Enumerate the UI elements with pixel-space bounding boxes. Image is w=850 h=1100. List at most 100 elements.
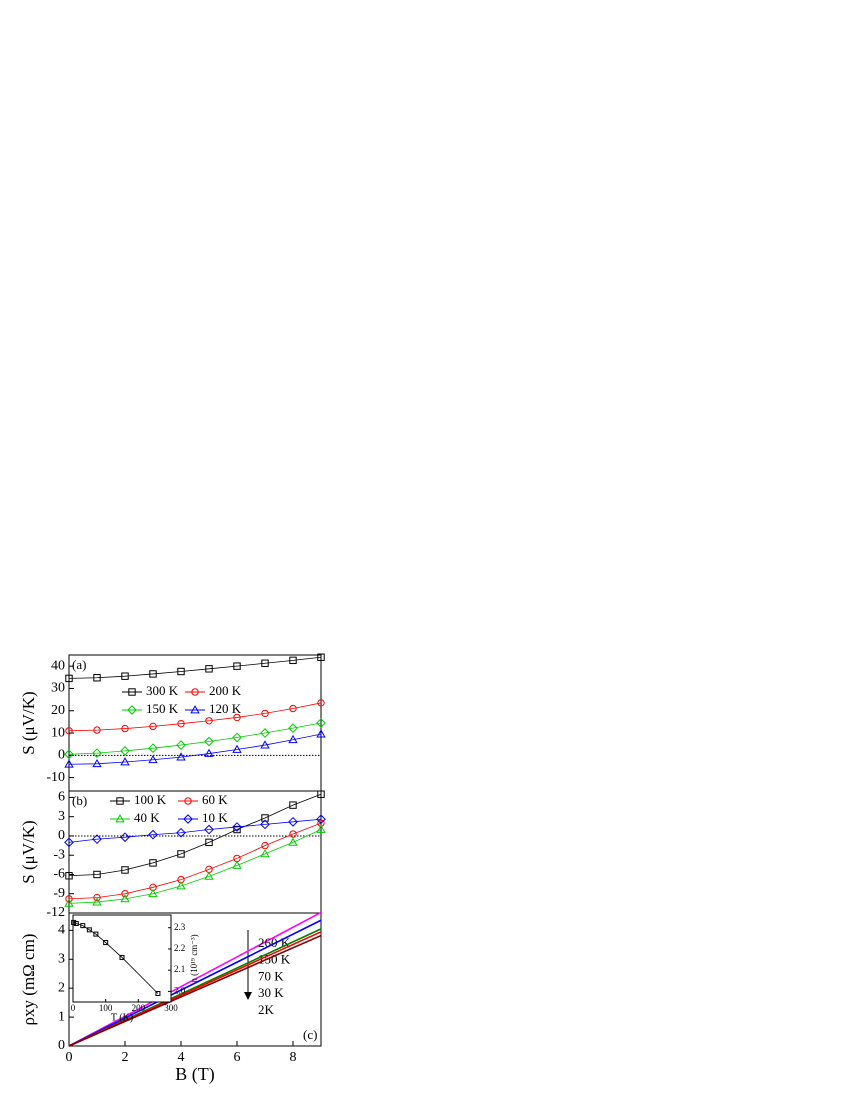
x-tick-label: 6 <box>234 1050 241 1065</box>
marker <box>233 713 241 722</box>
marker <box>65 674 73 683</box>
marker <box>92 748 102 758</box>
arrow-head <box>244 992 252 1000</box>
y-axis-label: S (μV/K) <box>19 691 38 754</box>
legend-label: 100 K <box>134 792 167 807</box>
marker <box>64 837 74 848</box>
marker <box>204 736 214 747</box>
marker <box>176 752 186 761</box>
x-tick-label: 0 <box>71 1003 76 1013</box>
legend-label: 40 K <box>134 810 160 825</box>
marker <box>92 758 102 768</box>
marker <box>148 829 158 840</box>
y-tick-label: 2.2 <box>174 943 185 953</box>
marker <box>64 898 74 907</box>
y-axis-label: S (μV/K) <box>19 820 38 883</box>
y-tick-label: 0 <box>58 748 65 763</box>
marker <box>205 665 213 673</box>
y-tick-label: 3 <box>58 809 65 824</box>
marker <box>86 927 92 933</box>
x-tick-label: 100 <box>99 1003 113 1013</box>
y-tick-label: -6 <box>53 867 65 882</box>
marker <box>119 954 125 960</box>
y-tick-label: 1 <box>58 1009 65 1024</box>
series-line <box>68 934 322 1047</box>
series-line <box>68 793 322 877</box>
x-tick-label: 4 <box>178 1050 185 1065</box>
series-line <box>68 919 322 1047</box>
marker <box>260 728 270 738</box>
x-axis-label: B (T) <box>175 1064 215 1085</box>
y-axis-label: n (10¹⁹ cm⁻³) <box>189 934 199 982</box>
legend-label: 300 K <box>146 683 179 698</box>
y-tick-label: 4 <box>58 923 65 938</box>
marker <box>232 822 242 832</box>
marker <box>232 732 242 743</box>
marker <box>176 827 186 838</box>
marker <box>260 740 270 749</box>
marker <box>317 790 325 798</box>
marker <box>205 717 213 725</box>
marker <box>103 940 109 946</box>
y-tick-label: 30 <box>51 681 65 696</box>
marker <box>316 814 326 825</box>
marker <box>93 726 101 734</box>
marker <box>289 801 297 809</box>
marker <box>155 991 161 997</box>
marker <box>316 718 326 728</box>
series-line <box>68 822 322 900</box>
y-tick-label: 0 <box>58 1038 65 1053</box>
marker <box>288 723 298 733</box>
y-tick-label: -3 <box>53 847 65 862</box>
x-tick-label: 0 <box>66 1050 73 1065</box>
panel-label: (a) <box>72 657 86 672</box>
series-line <box>68 829 322 904</box>
x-tick-label: 300 <box>164 1003 178 1013</box>
marker <box>65 895 73 903</box>
marker <box>261 841 269 850</box>
legend-label: 150 K <box>146 701 179 716</box>
marker <box>93 931 99 937</box>
marker <box>190 705 200 714</box>
y-tick-label: 20 <box>51 703 65 718</box>
legend-label: 30 K <box>258 985 284 1000</box>
series-line <box>68 818 322 843</box>
marker <box>121 866 129 874</box>
marker <box>93 893 101 902</box>
marker <box>120 832 130 843</box>
x-axis-label: T (K) <box>111 1012 133 1023</box>
y-tick-label: -12 <box>46 905 65 920</box>
marker <box>232 744 242 753</box>
marker <box>183 814 193 824</box>
marker <box>261 659 269 667</box>
y-tick-label: 10 <box>51 725 65 740</box>
y-tick-label: 3 <box>58 951 65 966</box>
marker <box>148 743 158 754</box>
marker <box>127 705 137 715</box>
marker <box>121 890 129 898</box>
marker <box>316 729 326 738</box>
x-tick-label: 2 <box>122 1050 129 1065</box>
marker <box>120 757 130 766</box>
y-tick-label: 2.3 <box>174 922 186 932</box>
marker <box>71 919 77 925</box>
marker <box>232 860 242 869</box>
marker <box>261 709 269 718</box>
marker <box>204 748 214 757</box>
series-line <box>68 733 322 765</box>
y-tick-label: 6 <box>58 790 65 805</box>
series-line <box>68 911 322 1047</box>
plot-frame <box>68 912 322 1047</box>
legend-label: 70 K <box>258 968 284 983</box>
marker <box>128 688 136 696</box>
legend-label: 150 K <box>258 952 291 967</box>
marker <box>260 819 270 830</box>
marker <box>65 872 73 880</box>
marker <box>317 699 325 707</box>
panel-label: (b) <box>72 793 87 808</box>
panel-label: (c) <box>303 1027 317 1042</box>
marker <box>191 688 199 696</box>
legend-label: 10 K <box>202 810 228 825</box>
marker <box>149 722 157 731</box>
